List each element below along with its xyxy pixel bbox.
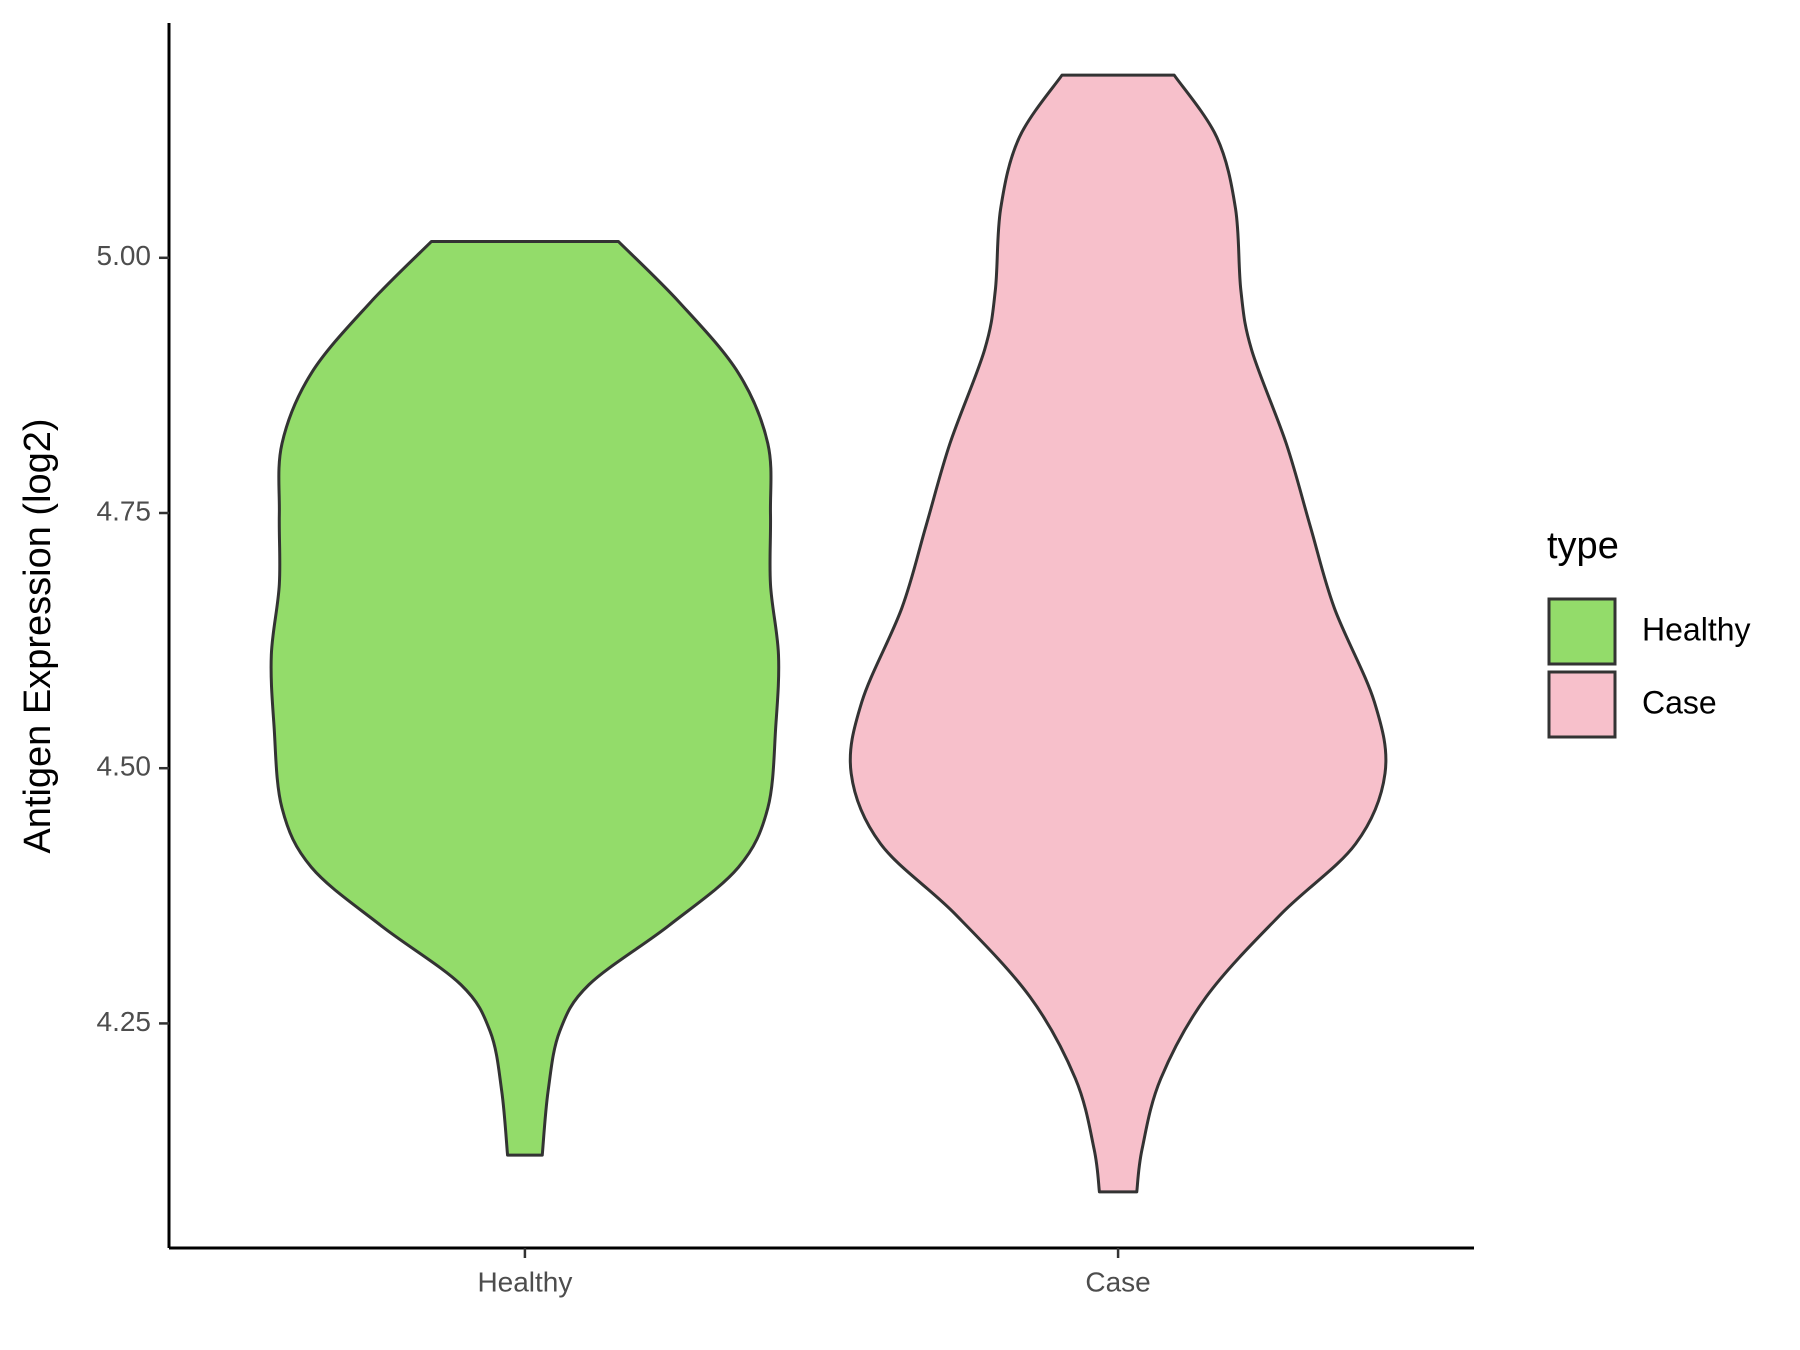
x-tick-label: Healthy — [477, 1266, 572, 1297]
legend-title: type — [1547, 525, 1619, 567]
legend-label: Healthy — [1642, 611, 1751, 647]
y-tick-label: 5.00 — [97, 240, 152, 271]
legend-label: Case — [1642, 684, 1717, 720]
x-tick-label: Case — [1085, 1266, 1150, 1297]
y-tick-label: 4.25 — [97, 1006, 152, 1037]
violin — [848, 73, 1388, 1194]
legend-swatch — [1547, 597, 1617, 666]
y-tick-label: 4.75 — [97, 495, 152, 526]
y-axis-title: Antigen Expression (log2) — [17, 418, 59, 853]
y-tick-label: 4.50 — [97, 751, 152, 782]
legend-swatch — [1547, 670, 1617, 739]
violin — [269, 239, 781, 1157]
